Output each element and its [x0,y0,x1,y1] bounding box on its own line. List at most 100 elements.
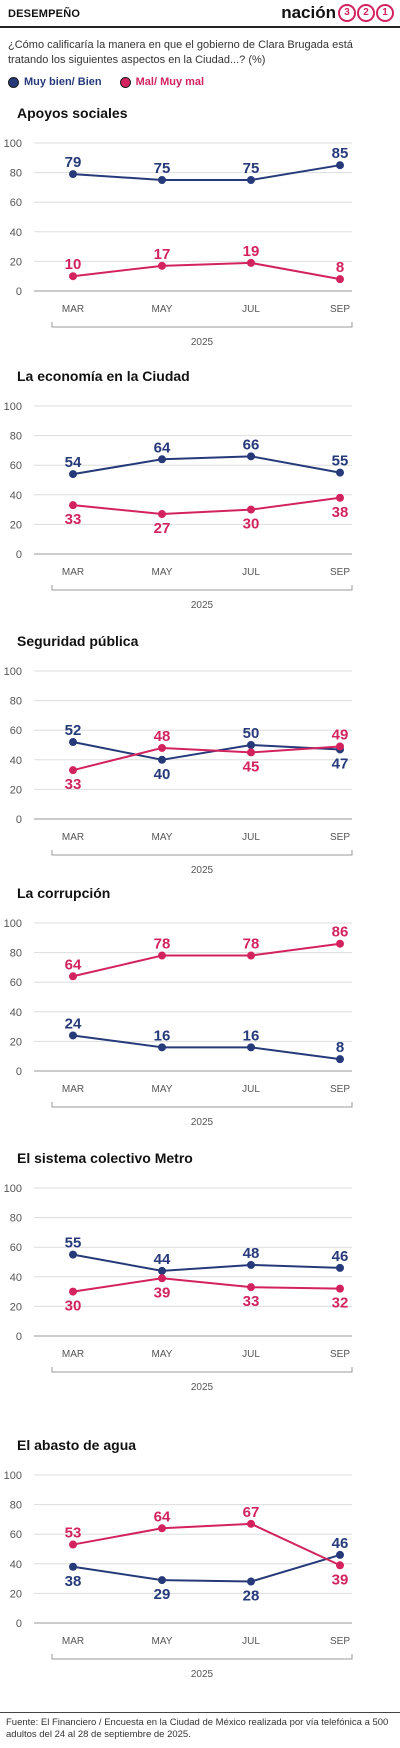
legend-label-bad: Mal/ Muy mal [135,76,205,88]
data-label: 30 [65,1298,82,1315]
data-point [247,1283,255,1292]
x-axis-label: 2025 [191,1382,214,1393]
data-label: 66 [243,436,260,453]
x-tick-label: JUL [242,304,260,315]
data-label: 24 [65,1015,82,1032]
data-point [336,1284,344,1293]
data-label: 64 [65,956,82,973]
data-point [158,510,166,519]
series-line [72,741,341,761]
x-tick-label: SEP [330,1636,350,1647]
data-point [247,951,255,960]
data-point [336,742,344,751]
x-tick-label: MAY [152,832,173,843]
data-label: 52 [65,722,82,739]
y-tick-label: 20 [10,519,22,531]
y-tick-label: 40 [10,1007,22,1019]
y-tick-label: 100 [4,918,22,930]
data-point [247,1577,255,1586]
data-point [69,501,77,510]
data-label: 38 [65,1573,82,1590]
data-point [336,161,344,170]
data-point [158,755,166,764]
y-tick-label: 100 [4,1183,22,1195]
x-tick-label: SEP [330,1084,350,1095]
y-tick-label: 60 [10,460,22,472]
data-label: 28 [243,1588,260,1605]
x-tick-label: MAR [62,567,84,578]
y-tick-label: 0 [16,549,22,561]
data-label: 75 [243,160,260,177]
data-point [336,1550,344,1559]
data-point [158,261,166,270]
x-axis-label: 2025 [191,1117,214,1128]
x-tick-label: MAR [62,832,84,843]
year-bracket [51,1102,353,1108]
data-label: 39 [154,1284,171,1301]
data-label: 30 [243,516,260,533]
y-tick-label: 100 [4,401,22,413]
data-point [158,1274,166,1283]
data-label: 33 [65,511,82,528]
x-tick-label: JUL [242,1636,260,1647]
series-line [72,164,341,181]
chart-apoyos-sociales: 0 20 40 60 80 100 MAR MAY JUL SEP 2025 79 75 75 85 10 17… [4,138,353,348]
y-tick-label: 60 [10,725,22,737]
data-point [158,176,166,184]
chart-metro: 0 20 40 60 80 100 MAR MAY JUL SEP 2025 55 44 48 46 30 39… [4,1183,353,1393]
data-label: 44 [154,1251,171,1268]
data-label: 45 [243,758,260,775]
data-label: 8 [336,1039,344,1056]
x-tick-label: SEP [330,832,350,843]
x-tick-label: MAR [62,1084,84,1095]
y-tick-label: 40 [10,1272,22,1284]
data-label: 19 [243,243,260,260]
y-tick-label: 80 [10,168,22,180]
brand-logo: nación 3 2 1 [281,2,394,24]
x-tick-label: SEP [330,567,350,578]
chart-title: La corrupción [17,885,111,901]
series-line [72,261,341,281]
data-point [69,1031,77,1040]
year-bracket [51,1654,353,1660]
x-tick-label: JUL [242,567,260,578]
data-point [69,972,77,981]
data-point [247,748,255,757]
y-tick-label: 20 [10,256,22,268]
x-axis-label: 2025 [191,1669,214,1680]
data-label: 64 [154,439,171,456]
data-point [158,1576,166,1585]
data-label: 47 [332,755,349,772]
y-tick-label: 40 [10,755,22,767]
section-label: DESEMPEÑO [8,8,81,20]
y-tick-label: 0 [16,1618,22,1630]
y-tick-label: 60 [10,977,22,989]
data-point [247,741,255,749]
series-line [72,496,341,516]
y-tick-label: 0 [16,814,22,826]
chart-title: La economía en la Ciudad [17,368,190,384]
y-tick-label: 0 [16,1066,22,1078]
chart-title: Seguridad pública [17,633,139,649]
legend: Muy bien/ Bien Mal/ Muy mal [8,75,222,89]
chart-economia: 0 20 40 60 80 100 MAR MAY JUL SEP 2025 54 64 66 55 33 27… [4,401,353,611]
header: DESEMPEÑO nación 3 2 1 [0,0,400,28]
y-tick-label: 40 [10,227,22,239]
data-label: 27 [154,520,171,537]
data-point [69,738,77,747]
data-label: 86 [332,924,349,941]
data-label: 40 [154,766,171,783]
data-label: 64 [154,1508,171,1525]
y-tick-label: 20 [10,1036,22,1048]
y-tick-label: 40 [10,1559,22,1571]
x-tick-label: MAR [62,1349,84,1360]
data-label: 55 [65,1235,82,1252]
data-point [336,468,344,477]
x-tick-label: SEP [330,304,350,315]
series-line [72,1522,341,1567]
data-label: 53 [65,1525,82,1542]
x-tick-label: JUL [242,1349,260,1360]
data-label: 8 [336,259,344,276]
y-tick-label: 60 [10,197,22,209]
data-label: 46 [332,1248,349,1265]
